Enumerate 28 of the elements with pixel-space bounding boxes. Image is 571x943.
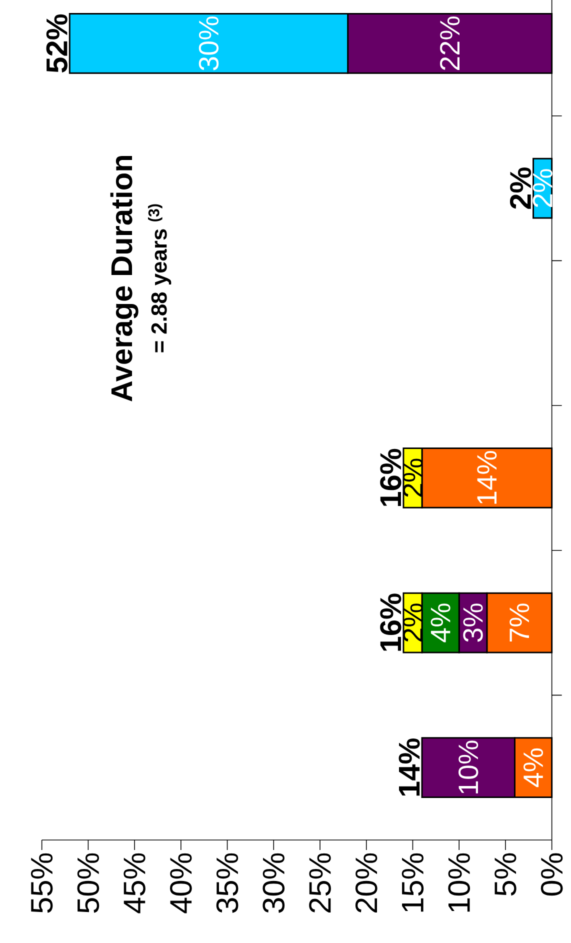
data-label: 3% <box>463 604 483 642</box>
x-tick-label: 55% <box>31 853 53 913</box>
total-label: 14% <box>398 738 420 796</box>
total-label: 2% <box>510 167 532 209</box>
x-tick-label: 35% <box>216 853 238 913</box>
annotation: Average Duration <box>110 156 138 402</box>
x-tick-label: 45% <box>124 853 146 914</box>
x-tick-label: 50% <box>77 853 100 913</box>
x-tick-label: 25% <box>309 853 332 912</box>
data-label: 2% <box>532 169 552 208</box>
x-tick-label: 0% <box>540 853 563 896</box>
data-label: 4% <box>430 604 450 642</box>
x-tick-label: 30% <box>262 853 285 913</box>
data-label: 30% <box>198 16 219 70</box>
x-tick-label: 10% <box>448 853 470 912</box>
data-label: 22% <box>440 16 460 70</box>
data-label: 10% <box>458 740 478 794</box>
data-label: 7% <box>510 604 530 642</box>
data-label: 4% <box>524 748 544 788</box>
total-label: 16% <box>380 594 402 651</box>
x-tick-label: 40% <box>170 853 192 914</box>
data-label: 14% <box>477 451 497 504</box>
x-tick-label: 20% <box>356 853 378 912</box>
total-label: 52% <box>46 14 68 72</box>
x-tick-label: 5% <box>494 853 516 896</box>
text: = 2.88 years $^{(3)}$ <box>148 204 172 352</box>
total-label: 16% <box>380 448 402 506</box>
x-tick-label: 15% <box>402 853 424 912</box>
